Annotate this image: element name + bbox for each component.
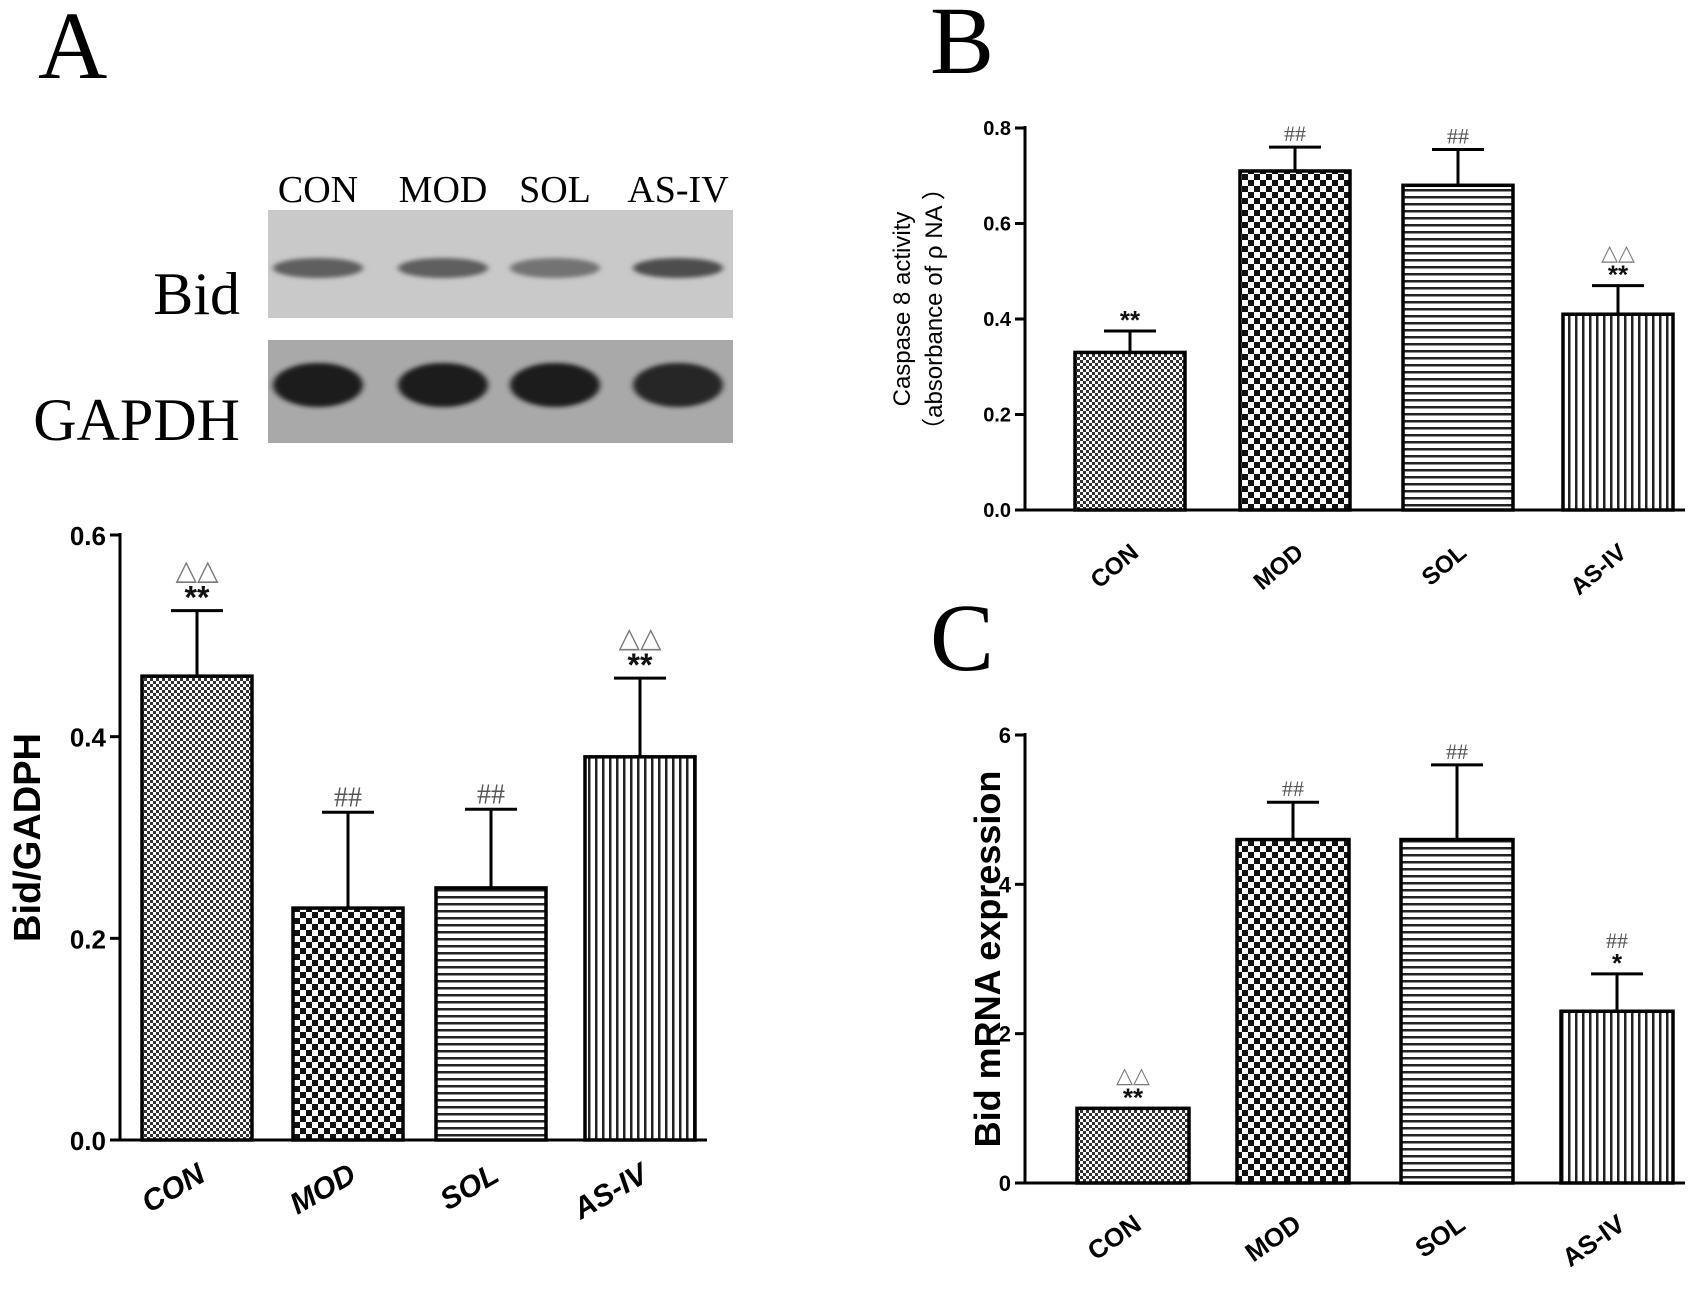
x-tick-label: AS-IV — [567, 1156, 656, 1227]
significance-mark: ## — [334, 782, 362, 813]
bar — [1559, 1009, 1675, 1185]
significance-mark: ## — [1447, 123, 1469, 148]
x-tick-label: AS-IV — [1565, 539, 1631, 601]
blot-band — [510, 258, 600, 278]
significance-mark: ** — [1608, 260, 1629, 290]
blot-lane-label: MOD — [399, 169, 488, 211]
significance-mark: ** — [628, 647, 653, 683]
x-tick-label: SOL — [1417, 539, 1472, 591]
y-axis-label: Bid mRNA expression — [967, 771, 1008, 1148]
y-tick-label: 6 — [999, 723, 1011, 748]
y-axis-label-line: Caspase 8 activity — [889, 212, 916, 407]
significance-mark: △△ — [1601, 240, 1635, 265]
western-blot: CON MOD SOL AS-IV Bid GAPDH — [33, 169, 733, 453]
y-tick-label: 0.4 — [70, 723, 107, 753]
blot-band — [398, 363, 488, 407]
x-tick-label: MOD — [1240, 1208, 1307, 1267]
blot-lane-label: AS-IV — [627, 169, 729, 211]
y-tick-label: 0.6 — [983, 214, 1011, 236]
bar — [1238, 169, 1352, 512]
blot-band — [273, 258, 363, 278]
bar — [291, 906, 405, 1142]
blot-lane-label: SOL — [519, 169, 591, 211]
x-tick-label: SOL — [1409, 1208, 1470, 1263]
significance-mark: ** — [1120, 305, 1141, 335]
chart-panel-c: 0 2 4 6 Bid mRNA expression **△△ CON ## MOD ## SOL… — [967, 723, 1685, 1273]
panel-letter-a: A — [38, 0, 107, 99]
bar — [1075, 1106, 1191, 1185]
blot-band — [633, 363, 723, 407]
significance-mark: △△ — [618, 622, 662, 653]
bar — [583, 755, 697, 1142]
y-axis-label: Bid/GADPH — [7, 733, 49, 942]
chart-panel-b: 0.0 0.2 0.4 0.6 0.8 Caspase 8 activity （absorb… — [889, 118, 1685, 601]
significance-mark: △△ — [175, 554, 219, 585]
y-tick-label: 0.2 — [70, 924, 106, 954]
bar — [1399, 837, 1515, 1185]
blot-row-label-bid: Bid — [153, 261, 240, 327]
blot-row-label-gapdh: GAPDH — [33, 387, 240, 453]
x-tick-label: CON — [136, 1157, 211, 1220]
significance-mark: △△ — [1116, 1063, 1150, 1088]
blot-band — [273, 363, 363, 407]
y-tick-label: 0 — [999, 1171, 1011, 1196]
bar — [140, 674, 254, 1142]
y-tick-label: 2 — [999, 1022, 1011, 1047]
x-tick-label: AS-IV — [1556, 1208, 1631, 1273]
significance-mark: ## — [1446, 739, 1468, 764]
significance-mark: ## — [1282, 776, 1304, 801]
blot-band — [398, 258, 488, 278]
panel-letter-b: B — [930, 0, 994, 94]
significance-mark: ## — [1284, 121, 1306, 146]
y-tick-label: 0.2 — [983, 405, 1011, 427]
y-tick-label: 0.8 — [983, 118, 1011, 140]
y-tick-label: 0.0 — [983, 500, 1011, 522]
significance-mark: ** — [1123, 1082, 1144, 1112]
significance-mark: ** — [185, 580, 210, 616]
x-tick-label: CON — [1082, 1208, 1147, 1266]
significance-mark: ## — [1606, 928, 1628, 953]
x-tick-label: SOL — [435, 1157, 505, 1216]
blot-band — [510, 363, 600, 407]
bar — [434, 886, 548, 1142]
significance-mark: * — [1612, 948, 1623, 978]
panel-letter-c: C — [930, 584, 994, 691]
bar — [1235, 837, 1351, 1185]
x-tick-label: MOD — [1249, 539, 1309, 596]
bar — [1561, 312, 1675, 512]
chart-panel-a: 0.00.20.40.6Bid/GADPH**△△CON##MOD##SOL**… — [7, 521, 707, 1227]
blot-lane-label: CON — [278, 169, 358, 211]
y-tick-label: 0.6 — [70, 521, 106, 551]
x-tick-label: MOD — [284, 1157, 361, 1221]
bar — [1401, 183, 1515, 512]
y-tick-label: 4 — [999, 872, 1012, 897]
blot-band — [633, 258, 723, 278]
bar — [1073, 350, 1187, 512]
x-tick-label: CON — [1086, 539, 1144, 594]
y-tick-label: 0.0 — [70, 1126, 106, 1156]
y-axis-label-line: （absorbance of ρ NA ） — [921, 176, 948, 442]
significance-mark: ## — [477, 779, 505, 810]
y-tick-label: 0.4 — [983, 309, 1012, 331]
